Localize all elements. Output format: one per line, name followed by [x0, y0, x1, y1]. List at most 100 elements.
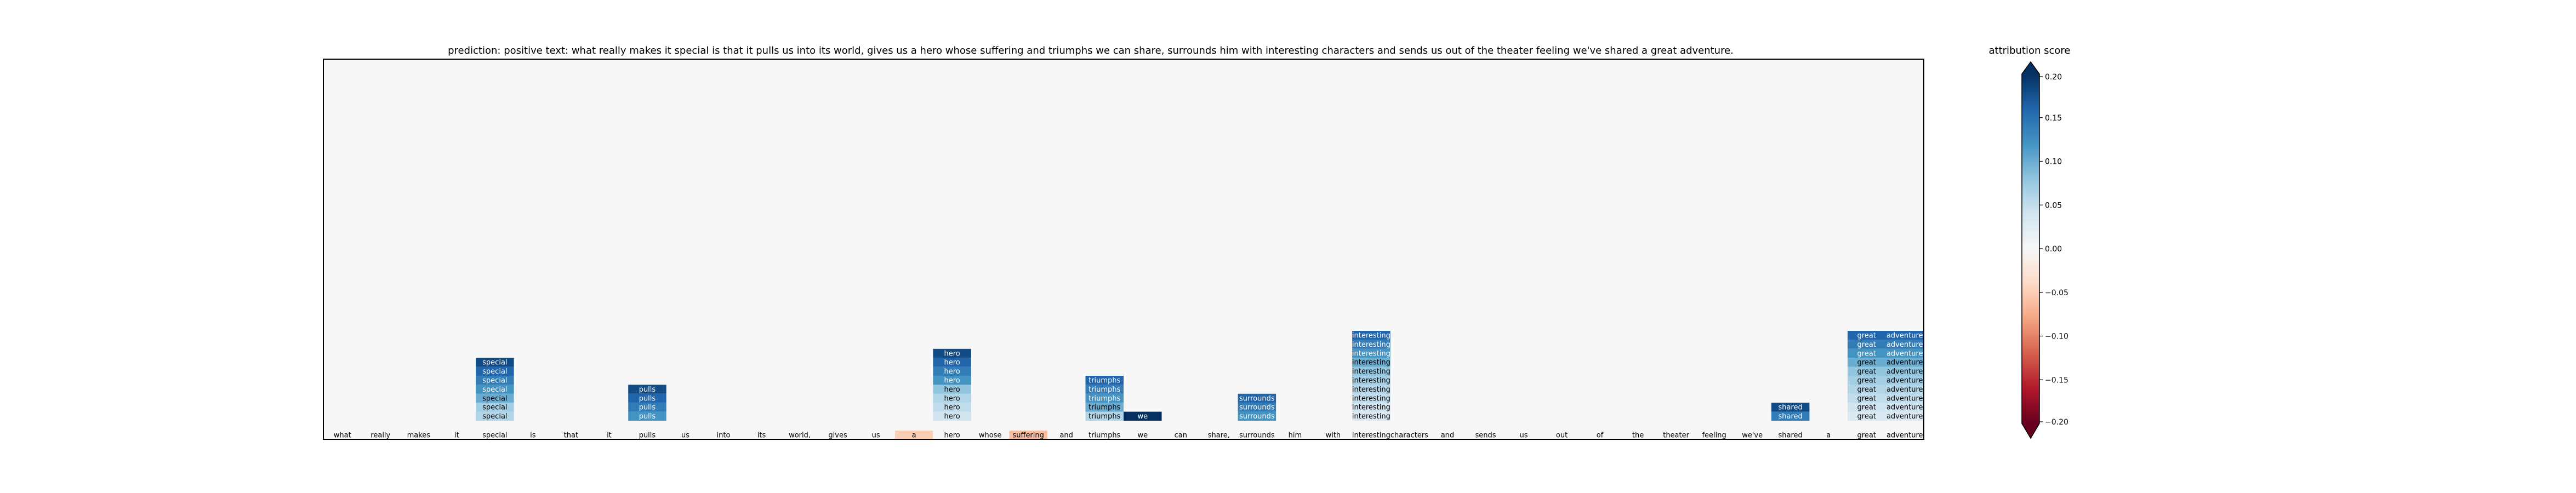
token-cell: [1314, 431, 1353, 440]
token-label: we: [1137, 432, 1148, 440]
token-label: into: [717, 432, 731, 440]
attribution-cell: [628, 403, 666, 412]
token-label: gives: [828, 432, 847, 440]
token-cell: [1428, 431, 1467, 440]
attribution-cell: [933, 348, 971, 358]
attribution-cell-label: special: [482, 394, 507, 403]
attribution-cell: [1847, 385, 1886, 394]
token-cell: [514, 431, 552, 440]
attribution-cell: [476, 393, 514, 403]
token-cell: [323, 431, 362, 440]
token-label: characters: [1390, 432, 1428, 440]
attribution-cell: [1885, 403, 1924, 412]
attribution-cell-label: interesting: [1352, 332, 1390, 340]
attribution-cell-label: interesting: [1352, 386, 1390, 394]
attribution-cell-label: special: [482, 404, 507, 412]
attribution-cell-label: adventure: [1887, 349, 1923, 358]
attribution-cell: [628, 385, 666, 394]
attribution-cell: [1771, 411, 1810, 421]
attribution-cell: [476, 376, 514, 385]
attribution-cell-label: hero: [944, 386, 960, 394]
attribution-cell-label: hero: [944, 394, 960, 403]
attribution-cell: [1352, 403, 1390, 412]
heatmap-cell-labels: what really makes it special is that it pulls us i…: [334, 332, 1923, 440]
attribution-cell-label: special: [482, 377, 507, 385]
attribution-cell-label: pulls: [639, 386, 656, 394]
attribution-cell-label: adventure: [1887, 359, 1923, 367]
token-cell: [1618, 431, 1657, 440]
colorbar-gradient: [2022, 74, 2039, 423]
plot-frame: [323, 59, 1924, 440]
token-cell: [1733, 431, 1771, 440]
attribution-cell: [1885, 376, 1924, 385]
attribution-cell-label: hero: [944, 368, 960, 376]
attribution-cell: [933, 403, 971, 412]
attribution-cell-label: great: [1857, 394, 1876, 403]
token-label: is: [530, 432, 536, 440]
attribution-cell: [1352, 376, 1390, 385]
token-cell: [552, 431, 590, 440]
attribution-cell: [476, 358, 514, 367]
attribution-cell: [476, 411, 514, 421]
token-cell: [666, 431, 705, 440]
attribution-cell-label: great: [1857, 332, 1876, 340]
attribution-cell-label: special: [482, 412, 507, 421]
attribution-cell: [1085, 376, 1124, 385]
token-label: its: [757, 432, 766, 440]
token-label: and: [1059, 432, 1073, 440]
attribution-cell-label: adventure: [1887, 412, 1923, 421]
token-label: it: [607, 432, 612, 440]
token-label: what: [334, 432, 351, 440]
attribution-cell-label: pulls: [639, 412, 656, 421]
attribution-cell-label: adventure: [1887, 404, 1923, 412]
chart-title: prediction: positive text: what really m…: [448, 45, 1734, 56]
attribution-cell-label: great: [1857, 359, 1876, 367]
token-label: pulls: [639, 432, 656, 440]
attribution-cell: [1885, 411, 1924, 421]
token-cell: [628, 431, 666, 440]
token-label: makes: [407, 432, 431, 440]
attribution-cell: [1885, 385, 1924, 394]
token-cell: [1847, 431, 1886, 440]
attribution-cell: [1847, 376, 1886, 385]
attribution-cell-label: interesting: [1352, 404, 1390, 412]
token-cell: [1695, 431, 1734, 440]
attribution-cell-label: triumphs: [1088, 394, 1120, 403]
attribution-cell-label: adventure: [1887, 394, 1923, 403]
attribution-cell-label: pulls: [639, 394, 656, 403]
colorbar-extend-top: [2022, 62, 2039, 74]
attribution-cell: [933, 366, 971, 376]
token-label: whose: [979, 432, 1002, 440]
colorbar-tick-label: 0.10: [2045, 158, 2062, 167]
colorbar-tick-label: −0.10: [2045, 333, 2068, 341]
token-cell: [1657, 431, 1695, 440]
token-cell: [1504, 431, 1543, 440]
attribution-cell-label: triumphs: [1088, 377, 1120, 385]
token-label: world,: [789, 432, 811, 440]
colorbar-tick-label: −0.15: [2045, 376, 2068, 385]
colorbar-extend-bottom: [2022, 423, 2039, 438]
attribution-cell: [1085, 403, 1124, 412]
attribution-cell-label: great: [1857, 412, 1876, 421]
colorbar-tick-label: 0.00: [2045, 245, 2062, 254]
attribution-cell-label: we: [1137, 412, 1148, 421]
attribution-cell-label: special: [482, 368, 507, 376]
colorbar-tick-label: 0.15: [2045, 114, 2062, 123]
attribution-cell: [628, 411, 666, 421]
attribution-cell-label: hero: [944, 404, 960, 412]
token-label: interesting: [1352, 432, 1390, 440]
attribution-cell: [1352, 348, 1390, 358]
attribution-cell: [1885, 393, 1924, 403]
attribution-cell: [1238, 403, 1276, 412]
colorbar-label: attribution score: [1989, 45, 2071, 56]
token-cell: [704, 431, 743, 440]
attribution-cell: [933, 411, 971, 421]
attribution-cell: [1124, 411, 1162, 421]
token-label: it: [454, 432, 459, 440]
token-label: the: [1632, 432, 1644, 440]
attribution-cell-label: special: [482, 386, 507, 394]
attribution-cell: [1352, 358, 1390, 367]
attribution-cell: [1847, 348, 1886, 358]
token-label: hero: [944, 432, 960, 440]
token-cell: [742, 431, 781, 440]
